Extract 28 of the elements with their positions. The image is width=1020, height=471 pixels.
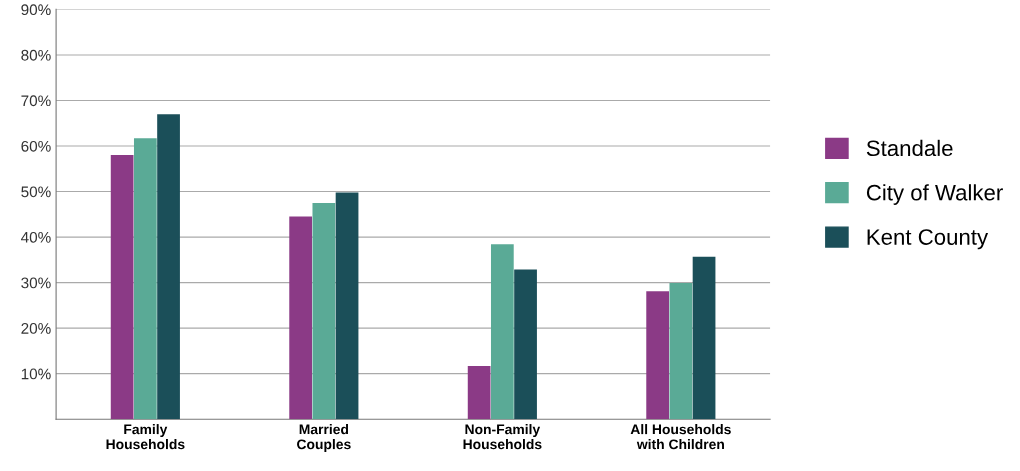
bar — [692, 256, 716, 420]
bar — [157, 114, 180, 420]
x-tick-label: Married Couples — [297, 424, 351, 452]
legend-label: Kent County — [867, 229, 989, 250]
bar — [514, 269, 537, 420]
y-tick-label: 70% — [21, 95, 51, 107]
bar — [646, 291, 670, 420]
legend-label: Standale — [866, 139, 953, 157]
x-tick-label: Family Households — [106, 424, 185, 450]
x-tick-label: Non-Family Households — [463, 424, 542, 450]
bar — [133, 138, 157, 420]
bar — [312, 202, 336, 420]
bar — [669, 283, 693, 420]
x-tick-label: All Households with Children — [630, 424, 731, 450]
y-tick-label: 50% — [21, 186, 51, 198]
bar — [335, 192, 359, 420]
bar — [490, 244, 514, 420]
bar — [110, 155, 134, 420]
y-tick-label: 20% — [21, 323, 51, 334]
y-tick-label: 90% — [21, 4, 51, 16]
y-tick-label: 80% — [21, 49, 51, 61]
y-tick-label: 40% — [21, 231, 51, 243]
y-tick-label: 60% — [21, 140, 51, 152]
bar — [467, 365, 491, 420]
bar — [289, 216, 313, 420]
legend-label: City of Walker — [866, 184, 1003, 205]
y-tick-label: 30% — [21, 277, 51, 289]
y-tick-label: 10% — [21, 368, 51, 380]
